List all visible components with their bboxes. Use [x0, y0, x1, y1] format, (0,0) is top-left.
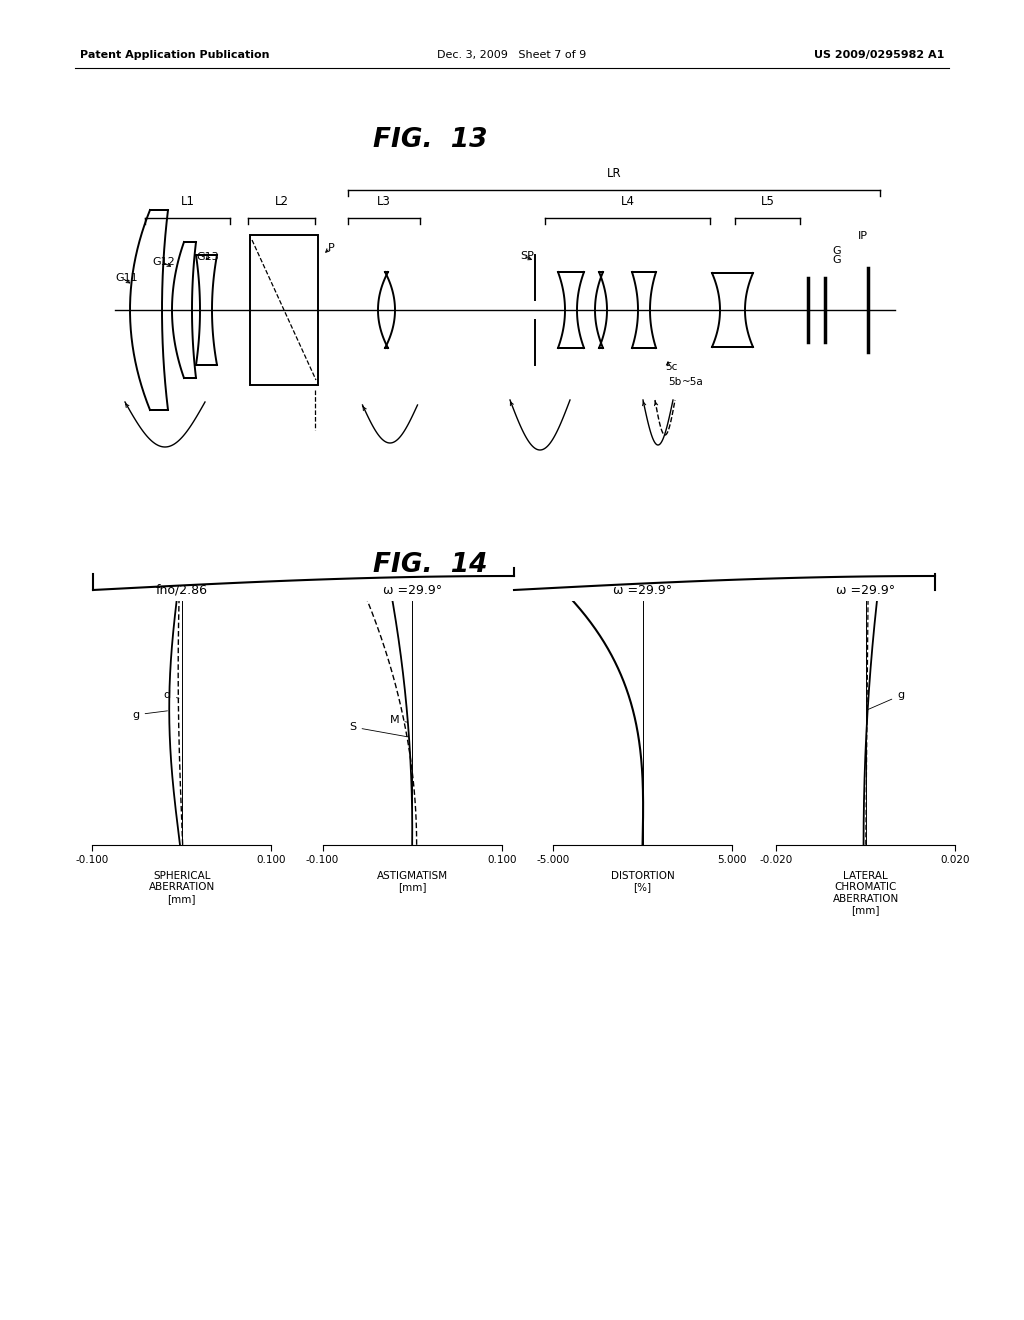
Title: ω =29.9°: ω =29.9°	[383, 583, 441, 597]
X-axis label: SPHERICAL
ABERRATION
[mm]: SPHERICAL ABERRATION [mm]	[148, 871, 215, 904]
Text: G12: G12	[152, 257, 175, 267]
Title: fno/2.86: fno/2.86	[156, 583, 208, 597]
Text: L3: L3	[377, 195, 391, 209]
Text: 5b: 5b	[668, 378, 681, 387]
Text: FIG.  13: FIG. 13	[373, 127, 487, 153]
Text: M: M	[390, 714, 408, 725]
Text: FIG.  14: FIG. 14	[373, 552, 487, 578]
Text: IP: IP	[858, 231, 868, 242]
Text: SP: SP	[520, 251, 534, 261]
Text: L2: L2	[274, 195, 289, 209]
Text: US 2009/0295982 A1: US 2009/0295982 A1	[814, 50, 944, 59]
Text: P: P	[328, 243, 335, 253]
X-axis label: ASTIGMATISM
[mm]: ASTIGMATISM [mm]	[377, 871, 447, 892]
X-axis label: DISTORTION
[%]: DISTORTION [%]	[610, 871, 675, 892]
Text: S: S	[349, 722, 408, 737]
Text: d: d	[164, 690, 179, 701]
Text: g: g	[132, 710, 168, 719]
Text: 5c: 5c	[665, 362, 677, 372]
Text: G11: G11	[115, 273, 137, 282]
Text: G: G	[831, 255, 841, 265]
Text: L1: L1	[180, 195, 195, 209]
Text: LR: LR	[606, 168, 622, 180]
Text: g: g	[868, 690, 904, 709]
Text: ~5a: ~5a	[682, 378, 703, 387]
Title: ω =29.9°: ω =29.9°	[837, 583, 895, 597]
Title: ω =29.9°: ω =29.9°	[613, 583, 672, 597]
Text: G13: G13	[196, 252, 219, 261]
Bar	[250, 235, 318, 385]
Text: L5: L5	[761, 195, 774, 209]
Text: G: G	[831, 246, 841, 256]
Text: L4: L4	[621, 195, 635, 209]
X-axis label: LATERAL
CHROMATIC
ABERRATION
[mm]: LATERAL CHROMATIC ABERRATION [mm]	[833, 871, 899, 916]
Text: Dec. 3, 2009   Sheet 7 of 9: Dec. 3, 2009 Sheet 7 of 9	[437, 50, 587, 59]
Text: Patent Application Publication: Patent Application Publication	[80, 50, 269, 59]
